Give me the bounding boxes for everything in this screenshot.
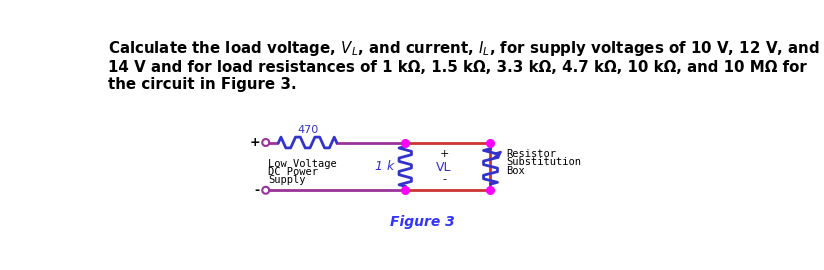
Text: VL: VL xyxy=(436,161,452,174)
Text: Figure 3: Figure 3 xyxy=(390,215,455,229)
Text: Resistor: Resistor xyxy=(506,149,556,159)
Text: +: + xyxy=(250,136,260,149)
Text: +: + xyxy=(439,149,449,159)
Text: Calculate the load voltage, $V_L$, and current, $I_L$, for supply voltages of 10: Calculate the load voltage, $V_L$, and c… xyxy=(109,39,820,92)
Text: DC Power: DC Power xyxy=(268,167,318,177)
Text: Box: Box xyxy=(506,166,525,176)
Text: Substitution: Substitution xyxy=(506,157,581,167)
Text: -: - xyxy=(255,184,260,197)
Text: Low Voltage: Low Voltage xyxy=(268,159,337,169)
Text: -: - xyxy=(442,174,446,184)
Text: Supply: Supply xyxy=(268,175,306,185)
Text: 1 k: 1 k xyxy=(375,160,395,173)
Text: 470: 470 xyxy=(297,125,318,135)
